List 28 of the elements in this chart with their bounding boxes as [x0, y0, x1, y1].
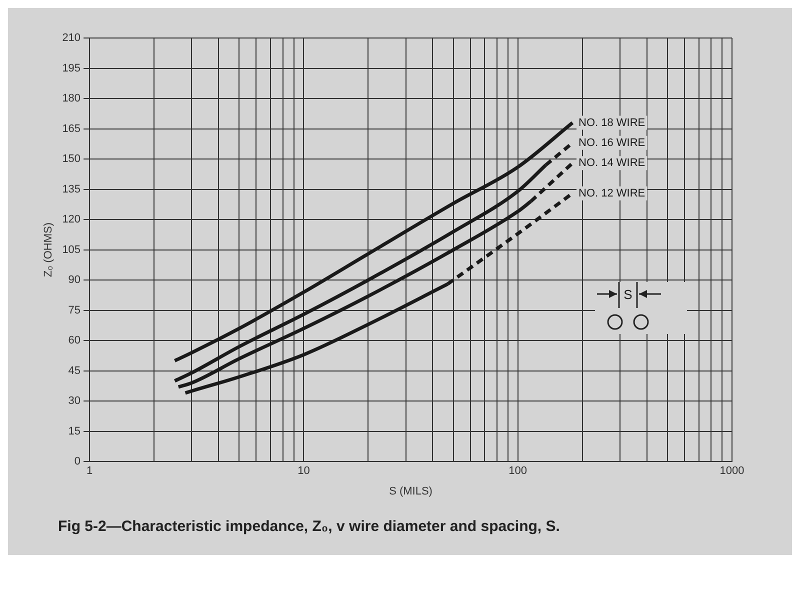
y-axis-title: Z₀ (OHMS)	[42, 222, 55, 278]
text: NO. 14 WIRE	[578, 157, 646, 170]
text: NO. 16 WIRE	[578, 136, 646, 149]
y-tick-label: 45	[68, 364, 81, 377]
x-axis-title: S (MILS)	[389, 485, 432, 498]
annotation: S	[624, 286, 633, 302]
x-tick-label: 1000	[720, 465, 744, 478]
series-label: NO. 18 WIRE	[578, 116, 646, 129]
y-tick-label: 30	[68, 395, 81, 408]
x-tick-label: 10	[298, 465, 310, 478]
y-tick-label: 90	[68, 274, 81, 286]
y-tick-label: 135	[62, 183, 81, 196]
y-tick-label: 60	[68, 334, 81, 347]
y-tick-label: 120	[62, 214, 81, 226]
y-tick-label: 180	[62, 92, 81, 105]
y-tick-label: 210	[62, 32, 81, 44]
y-tick-label: 150	[62, 153, 81, 166]
caption: Fig 5-2—Characteristic impedance, Z₀, v wire diameter and spacing, S.	[57, 517, 561, 537]
y-tick-label: 75	[68, 304, 81, 316]
y-tick-label: 0	[74, 456, 81, 468]
text: NO. 12 WIRE	[578, 187, 646, 200]
y-tick-label: 105	[62, 244, 81, 256]
y-tick-label: 195	[62, 62, 81, 74]
y-tick-label: 165	[62, 122, 81, 135]
x-tick-label: 100	[508, 465, 528, 478]
x-tick-label: 1	[86, 465, 93, 478]
y-tick-label: 15	[68, 425, 81, 438]
wire-spacing-icon: S	[595, 282, 688, 334]
